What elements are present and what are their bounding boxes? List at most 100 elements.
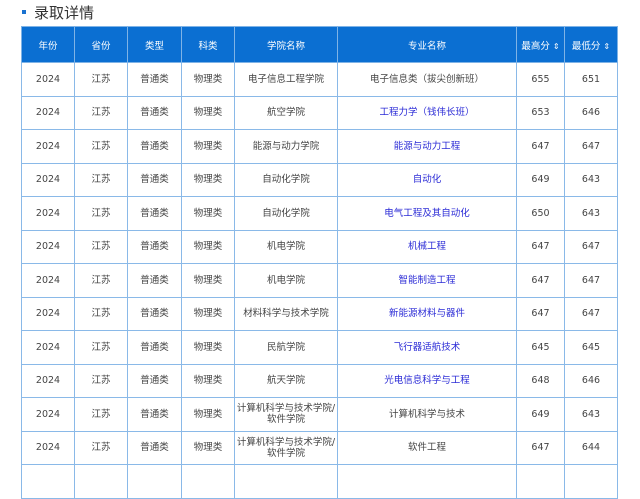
cell-college: 材料科学与技术学院 xyxy=(234,296,338,331)
cell-empty xyxy=(74,464,128,499)
cell-major[interactable]: 自动化 xyxy=(337,162,517,197)
cell-subject: 物理类 xyxy=(181,296,235,331)
cell-province: 江苏 xyxy=(74,162,128,197)
table-row: 2024 江苏 普通类 物理类 机电学院 智能制造工程 647 647 xyxy=(21,263,618,298)
cell-province: 江苏 xyxy=(74,330,128,365)
cell-year: 2024 xyxy=(21,330,75,365)
cell-year: 2024 xyxy=(21,162,75,197)
cell-type: 普通类 xyxy=(127,330,182,365)
cell-college: 自动化学院 xyxy=(234,196,338,231)
cell-province: 江苏 xyxy=(74,62,128,97)
cell-type: 普通类 xyxy=(127,430,182,465)
cell-year: 2024 xyxy=(21,95,75,130)
table-row: 2024 江苏 普通类 物理类 机电学院 机械工程 647 647 xyxy=(21,229,618,264)
cell-min: 644 xyxy=(564,430,618,465)
cell-major: 电子信息类（拔尖创新班） xyxy=(337,62,517,97)
cell-type: 普通类 xyxy=(127,296,182,331)
cell-college: 机电学院 xyxy=(234,229,338,264)
col-college: 学院名称 xyxy=(234,26,338,63)
cell-major: 计算机科学与技术 xyxy=(337,397,517,432)
cell-year: 2024 xyxy=(21,430,75,465)
cell-max: 649 xyxy=(516,162,565,197)
cell-province: 江苏 xyxy=(74,129,128,164)
table-row: 2024 江苏 普通类 物理类 民航学院 飞行器适航技术 645 645 xyxy=(21,330,618,365)
col-province: 省份 xyxy=(74,26,128,63)
cell-subject: 物理类 xyxy=(181,162,235,197)
cell-province: 江苏 xyxy=(74,296,128,331)
cell-type: 普通类 xyxy=(127,129,182,164)
cell-college: 计算机科学与技术学院/软件学院 xyxy=(234,430,338,465)
cell-max: 649 xyxy=(516,397,565,432)
cell-college: 航天学院 xyxy=(234,363,338,398)
cell-major[interactable]: 智能制造工程 xyxy=(337,263,517,298)
cell-type: 普通类 xyxy=(127,62,182,97)
cell-subject: 物理类 xyxy=(181,62,235,97)
cell-major[interactable]: 能源与动力工程 xyxy=(337,129,517,164)
cell-province: 江苏 xyxy=(74,363,128,398)
table-row: 2024 江苏 普通类 物理类 计算机科学与技术学院/软件学院 计算机科学与技术 649 64… xyxy=(21,397,618,432)
cell-min: 643 xyxy=(564,397,618,432)
table-row: 2024 江苏 普通类 物理类 电子信息工程学院 电子信息类（拔尖创新班） 655 651 xyxy=(21,62,618,97)
cell-year: 2024 xyxy=(21,196,75,231)
cell-college: 能源与动力学院 xyxy=(234,129,338,164)
cell-min: 645 xyxy=(564,330,618,365)
cell-major: 软件工程 xyxy=(337,430,517,465)
cell-subject: 物理类 xyxy=(181,95,235,130)
cell-major[interactable]: 飞行器适航技术 xyxy=(337,330,517,365)
cell-subject: 物理类 xyxy=(181,229,235,264)
cell-type: 普通类 xyxy=(127,363,182,398)
cell-max: 650 xyxy=(516,196,565,231)
sort-icon[interactable]: ⇕ xyxy=(603,41,611,51)
col-max-score[interactable]: 最高分 ⇕ xyxy=(516,26,565,63)
sort-icon[interactable]: ⇕ xyxy=(552,41,560,51)
cell-subject: 物理类 xyxy=(181,397,235,432)
cell-empty xyxy=(337,464,517,499)
cell-major[interactable]: 新能源材料与器件 xyxy=(337,296,517,331)
cell-college: 电子信息工程学院 xyxy=(234,62,338,97)
cell-subject: 物理类 xyxy=(181,196,235,231)
col-subject: 科类 xyxy=(181,26,235,63)
cell-province: 江苏 xyxy=(74,229,128,264)
cell-college: 机电学院 xyxy=(234,263,338,298)
cell-min: 647 xyxy=(564,296,618,331)
cell-max: 647 xyxy=(516,296,565,331)
cell-major[interactable]: 机械工程 xyxy=(337,229,517,264)
cell-year: 2024 xyxy=(21,62,75,97)
table-header: 年份 省份 类型 科类 学院名称 专业名称 最高分 ⇕ 最低分 ⇕ xyxy=(21,26,618,63)
cell-year: 2024 xyxy=(21,296,75,331)
cell-year: 2024 xyxy=(21,363,75,398)
cell-type: 普通类 xyxy=(127,196,182,231)
cell-empty xyxy=(564,464,618,499)
col-min-label: 最低分 xyxy=(571,40,601,52)
cell-subject: 物理类 xyxy=(181,129,235,164)
table-row: 2024 江苏 普通类 物理类 自动化学院 电气工程及其自动化 650 643 xyxy=(21,196,618,231)
col-max-label: 最高分 xyxy=(521,40,550,52)
table-row xyxy=(21,464,618,499)
table-row: 2024 江苏 普通类 物理类 材料科学与技术学院 新能源材料与器件 647 647 xyxy=(21,296,618,331)
cell-type: 普通类 xyxy=(127,95,182,130)
cell-max: 648 xyxy=(516,363,565,398)
cell-min: 643 xyxy=(564,162,618,197)
cell-type: 普通类 xyxy=(127,162,182,197)
cell-major[interactable]: 电气工程及其自动化 xyxy=(337,196,517,231)
table-row: 2024 江苏 普通类 物理类 计算机科学与技术学院/软件学院 软件工程 647 644 xyxy=(21,430,618,465)
cell-province: 江苏 xyxy=(74,397,128,432)
cell-college: 自动化学院 xyxy=(234,162,338,197)
cell-province: 江苏 xyxy=(74,95,128,130)
cell-college: 民航学院 xyxy=(234,330,338,365)
cell-province: 江苏 xyxy=(74,263,128,298)
cell-major[interactable]: 工程力学（钱伟长班） xyxy=(337,95,517,130)
cell-college: 航空学院 xyxy=(234,95,338,130)
col-min-score[interactable]: 最低分 ⇕ xyxy=(564,26,618,63)
section-title-text: 录取详情 xyxy=(34,3,95,22)
cell-type: 普通类 xyxy=(127,397,182,432)
cell-min: 647 xyxy=(564,129,618,164)
cell-empty xyxy=(21,464,75,499)
cell-max: 655 xyxy=(516,62,565,97)
table-row: 2024 江苏 普通类 物理类 能源与动力学院 能源与动力工程 647 647 xyxy=(21,129,618,164)
cell-type: 普通类 xyxy=(127,263,182,298)
col-major: 专业名称 xyxy=(337,26,517,63)
cell-max: 653 xyxy=(516,95,565,130)
cell-major[interactable]: 光电信息科学与工程 xyxy=(337,363,517,398)
cell-year: 2024 xyxy=(21,129,75,164)
